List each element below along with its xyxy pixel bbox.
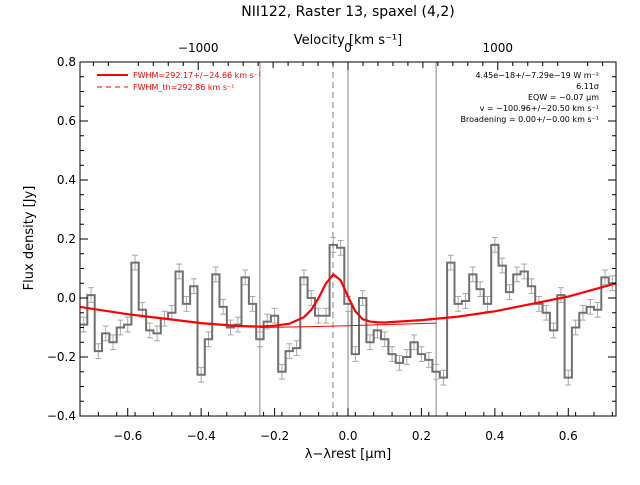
vertical-reference-lines [259, 62, 437, 416]
fit-statistics: 4.45e−18+/−7.29e−19 W m⁻² 6.11σ EQW = −0… [461, 71, 600, 124]
top-tick-label-0: −1000 [178, 41, 219, 55]
stat-line-broadening: Broadening = 0.00+/−0.00 km s⁻¹ [461, 115, 599, 124]
y-tick-label-2: 0.0 [57, 291, 76, 305]
x-axis-label: λ−λrest [μm] [305, 447, 391, 462]
stat-line-sigma: 6.11σ [576, 82, 599, 91]
y-axis-label: Flux density [Jy] [22, 186, 37, 291]
legend-label-fwhm: FWHM=292.17+/−24.66 km s⁻¹ [133, 71, 261, 80]
stat-line-velocity: v = −100.96+/−20.50 km s⁻¹ [480, 104, 599, 113]
chart-title: NII122, Raster 13, spaxel (4,2) [241, 4, 454, 20]
x-tick-label-4: 0.2 [412, 429, 431, 443]
tick-labels: −0.6 −0.4 −0.2 0.0 0.2 0.4 0.6 −0.4 −0.2 0.0 0.2 0.… [47, 41, 578, 443]
x-tick-label-1: −0.4 [187, 429, 216, 443]
tick-marks [79, 61, 616, 417]
top-tick-label-1: 0 [344, 41, 352, 55]
x-tick-label-5: 0.4 [485, 429, 504, 443]
legend-label-fwhm-th: FWHM_th=292.86 km s⁻¹ [133, 83, 234, 92]
y-tick-label-4: 0.4 [57, 173, 76, 187]
fwhm-fit-line [79, 272, 617, 328]
y-tick-label-5: 0.6 [57, 114, 76, 128]
fwhm-th-baseline [259, 322, 437, 328]
top-axis-label: Velocity [km s⁻¹] [294, 33, 402, 48]
x-tick-label-2: −0.2 [260, 429, 289, 443]
x-tick-label-3: 0.0 [338, 429, 357, 443]
y-tick-label-3: 0.2 [57, 232, 76, 246]
legend: FWHM=292.17+/−24.66 km s⁻¹ FWHM_th=292.8… [97, 71, 261, 92]
x-tick-label-6: 0.6 [559, 429, 578, 443]
y-tick-label-0: −0.4 [47, 409, 76, 423]
stat-line-eqw: EQW = −0.07 μm [528, 93, 599, 102]
stat-line-flux: 4.45e−18+/−7.29e−19 W m⁻² [475, 71, 599, 80]
top-tick-label-2: 1000 [483, 41, 514, 55]
y-tick-label-6: 0.8 [57, 55, 76, 69]
data-series [79, 243, 617, 379]
x-tick-label-0: −0.6 [113, 429, 142, 443]
y-tick-label-1: −0.2 [47, 350, 76, 364]
